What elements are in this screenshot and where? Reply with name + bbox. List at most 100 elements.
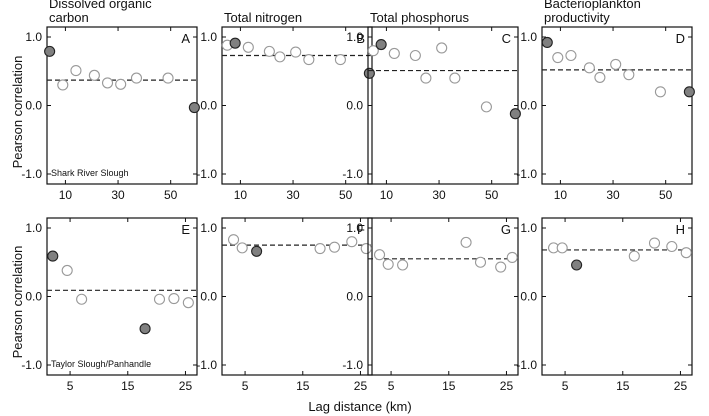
y-tick-label: 1.0 [346, 30, 363, 44]
panel-annotation: Taylor Slough/Panhandle [51, 359, 151, 369]
data-point-open [623, 69, 635, 81]
x-tick-label: 5 [67, 379, 74, 393]
y-tick-label: -1.0 [21, 358, 42, 372]
data-point-open [409, 49, 421, 62]
data-point-open [328, 241, 341, 253]
x-tick-label: 50 [659, 188, 673, 202]
data-point-open [367, 45, 379, 57]
data-point-open [61, 264, 73, 277]
panel-letter: B [356, 31, 365, 46]
data-point-open [594, 71, 606, 83]
y-tick-label: -1.0 [516, 358, 537, 372]
panel-letter: C [502, 31, 511, 46]
x-tick-label: 30 [606, 188, 620, 202]
data-point-filled [188, 102, 200, 114]
data-point-open [654, 86, 666, 98]
panel-frame [367, 217, 519, 376]
panel-letter: A [181, 31, 190, 46]
x-tick-label: 10 [234, 188, 248, 202]
panel-h: -1.0 0.0 1.0 5 15 25 H [516, 217, 693, 393]
x-tick-label: 5 [242, 379, 249, 393]
data-point-open [495, 261, 507, 273]
y-tick-label: 0.0 [520, 290, 537, 304]
x-tick-label: 30 [286, 188, 300, 202]
y-tick-label: 0.0 [200, 99, 217, 113]
data-point-open [506, 251, 518, 264]
y-tick-label: 0.0 [200, 290, 217, 304]
data-point-open [460, 236, 472, 248]
panel-letter: D [676, 31, 685, 46]
data-point-open [648, 237, 661, 249]
data-point-open [666, 240, 678, 253]
x-tick-label: 15 [442, 379, 456, 393]
x-tick-label: 50 [339, 188, 353, 202]
data-point-filled [571, 259, 583, 271]
x-tick-label: 25 [179, 379, 193, 393]
data-point-open [583, 62, 595, 74]
panel-title: Dissolved organic [49, 0, 152, 11]
data-point-open [236, 242, 248, 254]
data-point-open [115, 78, 127, 90]
data-point-filled [47, 250, 59, 262]
y-tick-label: 0.0 [520, 99, 537, 113]
data-point-filled [44, 45, 56, 57]
data-point-filled [251, 245, 263, 257]
data-point-open [168, 293, 180, 305]
y-tick-label: 1.0 [520, 221, 537, 235]
x-axis-label: Lag distance (km) [308, 399, 411, 414]
data-point-open [480, 101, 492, 113]
data-point-open [130, 72, 143, 84]
data-point-open [242, 41, 254, 53]
y-tick-label: 1.0 [25, 30, 42, 44]
data-point-open [552, 51, 564, 64]
data-point-open [182, 297, 194, 309]
panel-title: carbon [49, 10, 89, 25]
panel-letter: F [357, 222, 365, 237]
data-point-open [449, 72, 461, 84]
x-tick-label: 15 [296, 379, 310, 393]
y-tick-label: 1.0 [25, 221, 42, 235]
panel-c: Total phosphorus -1.0 0.0 1.0 10 30 50 C [342, 10, 521, 202]
y-tick-label: -1.0 [516, 167, 537, 181]
x-tick-label: 10 [554, 188, 568, 202]
x-tick-label: 10 [59, 188, 73, 202]
x-tick-label: 5 [562, 379, 569, 393]
y-tick-label: 0.0 [25, 99, 42, 113]
x-tick-label: 50 [485, 188, 499, 202]
panel-title: Total nitrogen [224, 10, 302, 25]
data-point-open [397, 259, 409, 271]
data-point-open [303, 54, 315, 66]
data-point-open [420, 72, 432, 84]
x-tick-label: 25 [674, 379, 688, 393]
y-tick-label: -1.0 [196, 358, 217, 372]
data-point-filled [363, 67, 375, 79]
x-tick-label: 30 [111, 188, 125, 202]
panel-g: -1.0 0.0 1.0 5 15 25 G [342, 217, 519, 393]
data-point-filled [509, 108, 521, 120]
x-tick-label: 50 [164, 188, 178, 202]
y-axis-label-top: Pearson correlation [10, 56, 25, 169]
y-tick-label: 0.0 [346, 99, 363, 113]
x-tick-label: 15 [121, 379, 135, 393]
y-tick-label: 1.0 [200, 221, 217, 235]
panel-annotation: Shark River Slough [51, 168, 129, 178]
x-tick-label: 30 [432, 188, 446, 202]
panel-letter: E [181, 222, 190, 237]
data-point-filled [541, 36, 553, 49]
x-tick-label: 5 [388, 379, 395, 393]
panel-title: Total phosphorus [370, 10, 470, 25]
data-point-open [227, 234, 240, 246]
data-point-open [556, 242, 568, 254]
data-point-open [382, 258, 394, 270]
panel-letter: G [501, 222, 511, 237]
panel-f: -1.0 0.0 1.0 5 15 25 F [196, 217, 373, 393]
data-point-open [153, 293, 166, 305]
y-tick-label: -1.0 [342, 167, 363, 181]
data-point-filled [229, 37, 241, 49]
x-tick-label: 25 [354, 379, 368, 393]
panel-frame [46, 26, 198, 185]
data-point-open [628, 250, 640, 262]
data-point-open [274, 51, 286, 63]
